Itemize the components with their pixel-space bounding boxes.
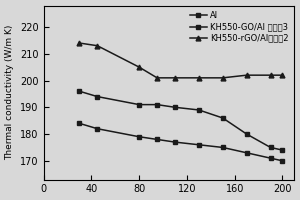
Line: Al: Al	[77, 121, 285, 163]
KH550-rGO/Al实施例2	[269, 74, 272, 76]
Al	[137, 136, 141, 138]
KH550-GO/Al 对比例3	[269, 146, 272, 149]
Al	[96, 128, 99, 130]
KH550-rGO/Al实施例2	[96, 45, 99, 47]
KH550-GO/Al 对比例3	[155, 103, 159, 106]
KH550-GO/Al 对比例3	[96, 95, 99, 98]
KH550-rGO/Al实施例2	[173, 77, 177, 79]
Al	[269, 157, 272, 159]
KH550-rGO/Al实施例2	[281, 74, 284, 76]
KH550-GO/Al 对比例3	[173, 106, 177, 108]
Al	[245, 152, 248, 154]
Line: KH550-GO/Al 对比例3: KH550-GO/Al 对比例3	[77, 89, 285, 153]
Al	[78, 122, 81, 125]
KH550-rGO/Al实施例2	[155, 77, 159, 79]
Al	[197, 144, 201, 146]
Al	[173, 141, 177, 143]
KH550-GO/Al 对比例3	[78, 90, 81, 92]
Y-axis label: Thermal conductivity (W/m K): Thermal conductivity (W/m K)	[6, 25, 15, 160]
Legend: Al, KH550-GO/Al 对比例3, KH550-rGO/Al实施例2: Al, KH550-GO/Al 对比例3, KH550-rGO/Al实施例2	[188, 10, 290, 44]
KH550-rGO/Al实施例2	[245, 74, 248, 76]
KH550-rGO/Al实施例2	[137, 66, 141, 68]
KH550-GO/Al 对比例3	[281, 149, 284, 151]
KH550-GO/Al 对比例3	[197, 109, 201, 111]
KH550-rGO/Al实施例2	[221, 77, 225, 79]
KH550-GO/Al 对比例3	[137, 103, 141, 106]
KH550-GO/Al 对比例3	[245, 133, 248, 135]
Al	[281, 160, 284, 162]
Line: KH550-rGO/Al实施例2: KH550-rGO/Al实施例2	[77, 41, 285, 80]
Al	[155, 138, 159, 141]
Al	[221, 146, 225, 149]
KH550-rGO/Al实施例2	[197, 77, 201, 79]
KH550-rGO/Al实施例2	[78, 42, 81, 44]
KH550-GO/Al 对比例3	[221, 117, 225, 119]
